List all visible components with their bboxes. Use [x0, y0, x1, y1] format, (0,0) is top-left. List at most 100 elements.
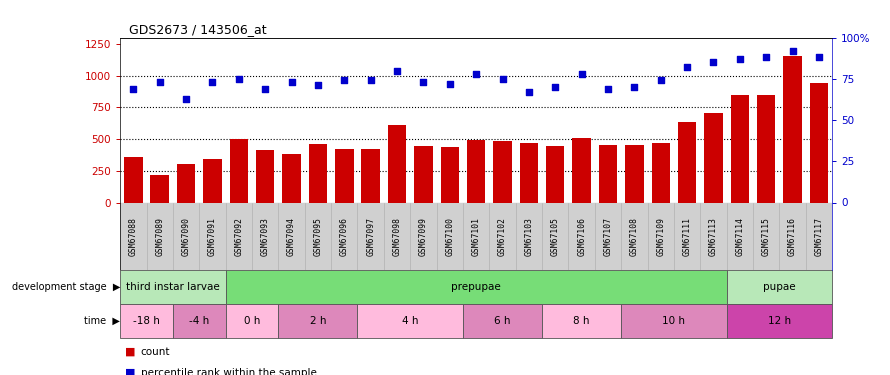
Bar: [358, 304, 463, 338]
Bar: [757, 94, 775, 202]
Text: 10 h: 10 h: [662, 316, 685, 326]
Bar: [467, 140, 485, 202]
Text: pupae: pupae: [763, 282, 796, 292]
Text: GSM67100: GSM67100: [445, 217, 454, 256]
Text: GSM67095: GSM67095: [313, 217, 322, 256]
Bar: [230, 139, 248, 202]
Bar: [177, 164, 195, 202]
Text: 12 h: 12 h: [768, 316, 791, 326]
Bar: [414, 146, 433, 202]
Text: GSM67116: GSM67116: [788, 217, 797, 256]
Point: [152, 79, 166, 85]
Bar: [621, 304, 726, 338]
Bar: [282, 154, 301, 203]
Bar: [726, 270, 832, 304]
Bar: [335, 148, 353, 202]
Point: [285, 79, 299, 85]
Bar: [625, 145, 643, 202]
Bar: [731, 94, 749, 202]
Point: [601, 86, 615, 92]
Text: 2 h: 2 h: [310, 316, 326, 326]
Point: [680, 64, 694, 70]
Text: time  ▶: time ▶: [85, 316, 120, 326]
Bar: [226, 270, 726, 304]
Text: 4 h: 4 h: [402, 316, 418, 326]
Text: GSM67090: GSM67090: [182, 217, 190, 256]
Point: [337, 77, 352, 83]
Point: [417, 79, 431, 85]
Text: GSM67117: GSM67117: [814, 217, 823, 256]
Point: [653, 77, 668, 83]
Bar: [120, 304, 173, 338]
Text: GSM67088: GSM67088: [129, 217, 138, 256]
Point: [548, 84, 562, 90]
Text: GSM67115: GSM67115: [762, 217, 771, 256]
Text: GSM67109: GSM67109: [656, 217, 665, 256]
Text: GSM67114: GSM67114: [735, 217, 744, 256]
Text: -18 h: -18 h: [134, 316, 160, 326]
Bar: [361, 148, 380, 202]
Bar: [120, 202, 832, 270]
Text: third instar larvae: third instar larvae: [126, 282, 220, 292]
Text: GSM67102: GSM67102: [498, 217, 507, 256]
Point: [812, 54, 826, 60]
Point: [732, 56, 747, 62]
Point: [179, 96, 193, 102]
Bar: [124, 158, 142, 203]
Text: GSM67093: GSM67093: [261, 217, 270, 256]
Text: GSM67098: GSM67098: [392, 217, 401, 256]
Bar: [572, 138, 591, 202]
Bar: [520, 144, 538, 202]
Bar: [651, 143, 670, 202]
Text: GSM67113: GSM67113: [709, 217, 718, 256]
Text: GSM67097: GSM67097: [366, 217, 376, 256]
Point: [126, 86, 141, 92]
Point: [469, 71, 483, 77]
Text: GSM67107: GSM67107: [603, 217, 612, 256]
Point: [786, 48, 800, 54]
Text: GSM67105: GSM67105: [551, 217, 560, 256]
Text: ■: ■: [125, 368, 135, 375]
Bar: [599, 145, 618, 202]
Point: [206, 79, 220, 85]
Text: count: count: [141, 347, 170, 357]
Text: GSM67096: GSM67096: [340, 217, 349, 256]
Bar: [783, 56, 802, 202]
Bar: [810, 84, 829, 203]
Text: GSM67103: GSM67103: [524, 217, 533, 256]
Text: GSM67091: GSM67091: [208, 217, 217, 256]
Point: [442, 81, 457, 87]
Bar: [120, 270, 226, 304]
Point: [627, 84, 642, 90]
Point: [575, 71, 589, 77]
Text: 8 h: 8 h: [573, 316, 590, 326]
Bar: [279, 304, 358, 338]
Text: GSM67094: GSM67094: [287, 217, 296, 256]
Bar: [463, 304, 542, 338]
Text: -4 h: -4 h: [190, 316, 209, 326]
Bar: [542, 304, 621, 338]
Point: [522, 89, 536, 95]
Text: 0 h: 0 h: [244, 316, 260, 326]
Bar: [173, 304, 226, 338]
Bar: [226, 304, 279, 338]
Bar: [678, 122, 696, 202]
Point: [390, 68, 404, 74]
Point: [311, 82, 325, 88]
Text: GSM67111: GSM67111: [683, 217, 692, 256]
Point: [759, 54, 773, 60]
Text: prepupae: prepupae: [451, 282, 501, 292]
Bar: [203, 159, 222, 202]
Text: GSM67101: GSM67101: [472, 217, 481, 256]
Text: development stage  ▶: development stage ▶: [12, 282, 120, 292]
Text: GSM67108: GSM67108: [630, 217, 639, 256]
Bar: [493, 141, 512, 202]
Point: [496, 76, 510, 82]
Text: GSM67089: GSM67089: [155, 217, 165, 256]
Text: GSM67106: GSM67106: [577, 217, 587, 256]
Text: GSM67092: GSM67092: [234, 217, 243, 256]
Bar: [726, 304, 832, 338]
Point: [363, 77, 377, 83]
Bar: [309, 144, 328, 202]
Bar: [546, 146, 564, 202]
